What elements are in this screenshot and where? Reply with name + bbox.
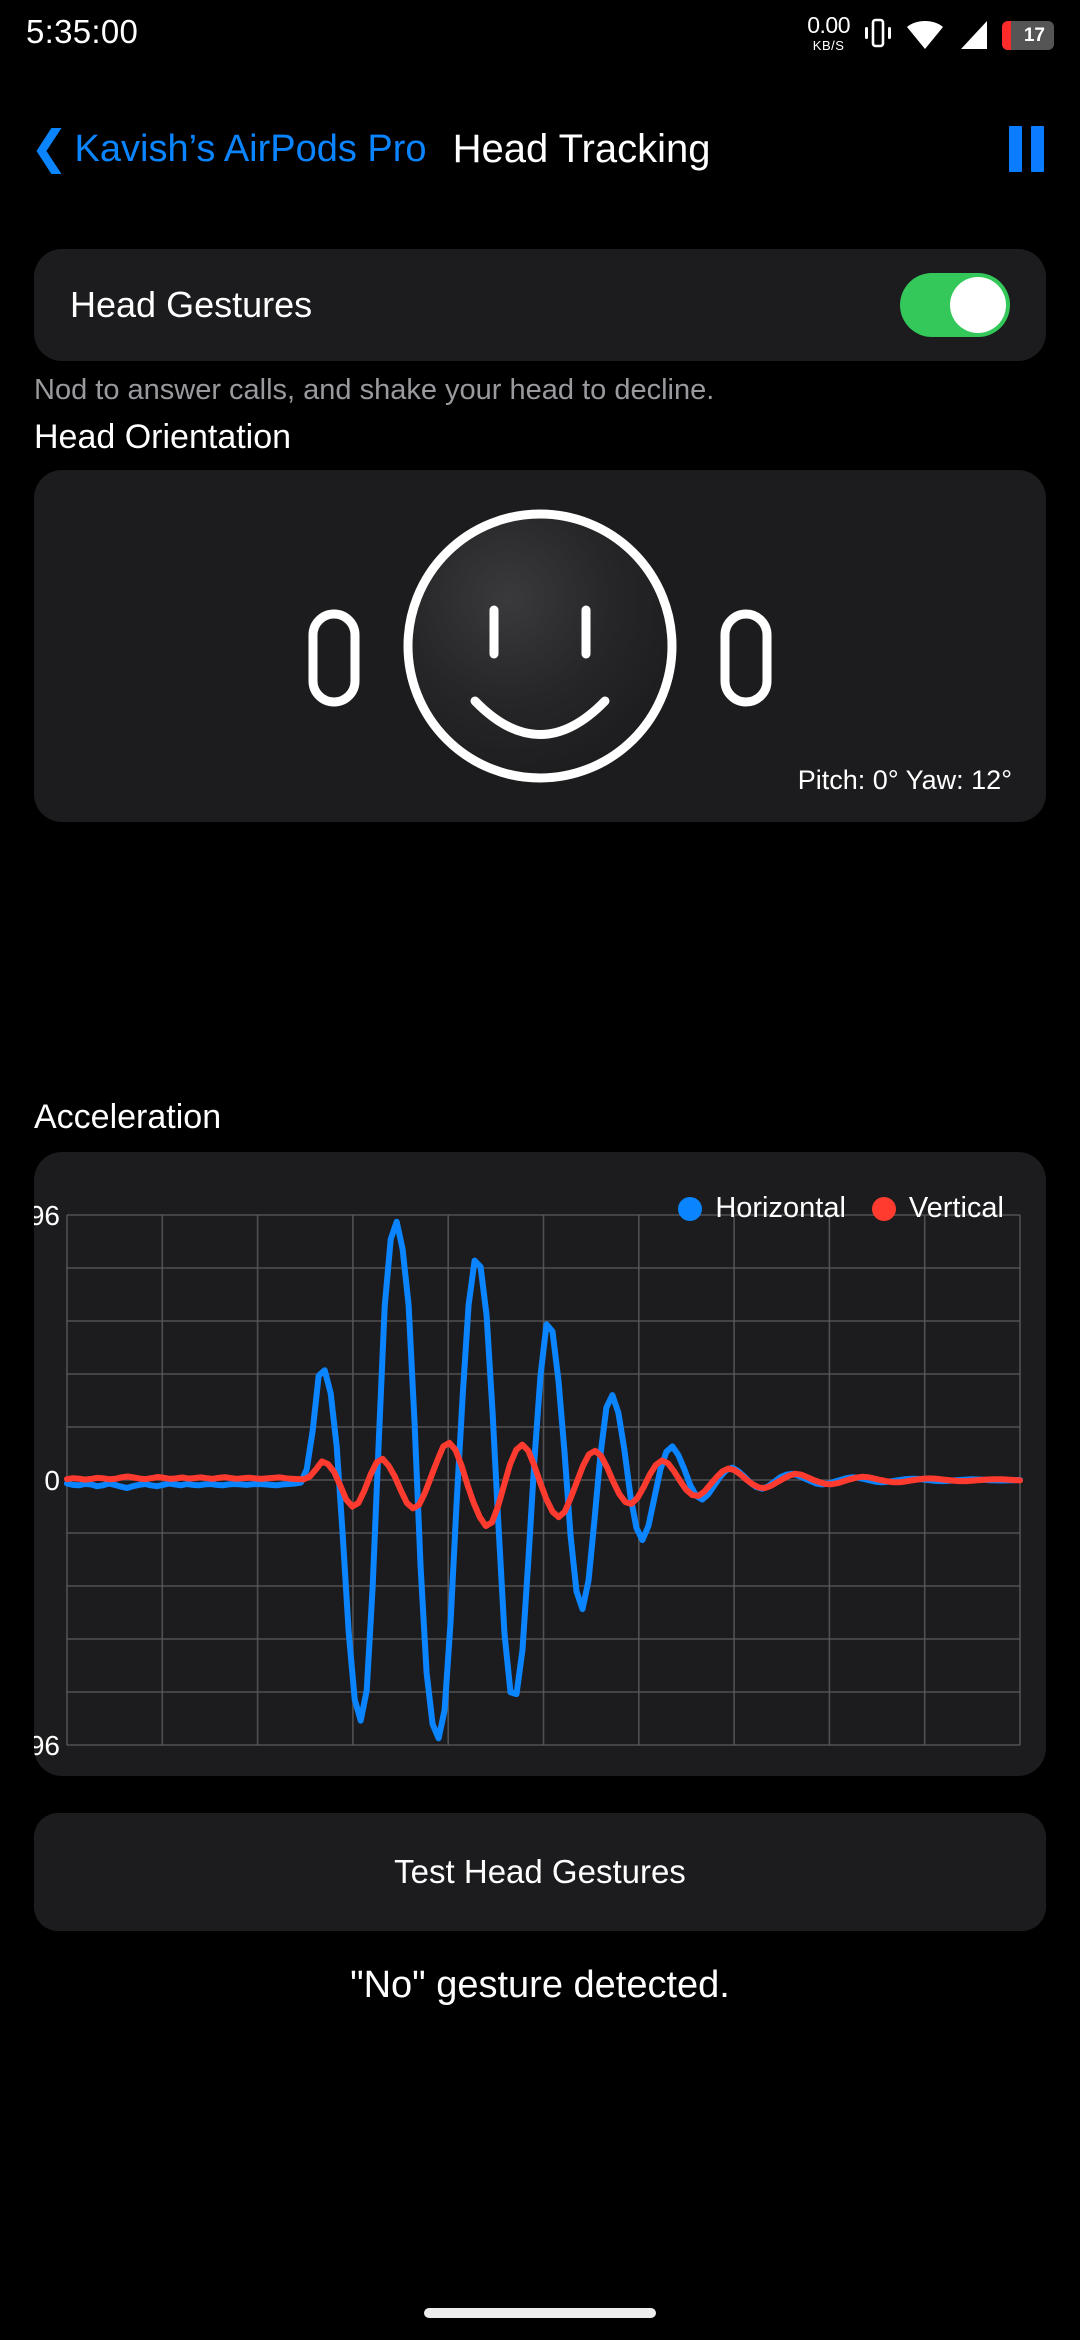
chevron-left-icon: ❮ [30,121,69,173]
y-axis-tick-label: -2996 [34,1730,60,1761]
status-bar: 5:35:00 0.00 KB/S [0,0,1080,64]
acceleration-chart-card: 2996 0 -2996 Horizontal Vertical [34,1152,1046,1776]
head-gestures-caption: Nod to answer calls, and shake your head… [34,374,715,406]
acceleration-title: Acceleration [34,1098,222,1136]
vibrate-icon [863,16,893,50]
battery-level: 17 [1023,24,1045,46]
head-orientation-card: Pitch: 0° Yaw: 12° [34,470,1046,822]
head-orientation-title: Head Orientation [34,418,292,456]
smiley-face-with-airpods-icon [34,470,1046,822]
battery-indicator: 17 [1002,21,1054,50]
network-rate-indicator: 0.00 KB/S [807,12,850,53]
y-axis-tick-label: 2996 [34,1200,60,1231]
toggle-knob [950,277,1006,333]
gesture-detection-status: "No" gesture detected. [350,1964,730,2006]
pause-icon[interactable] [1009,126,1044,172]
back-button-label: Kavish’s AirPods Pro [74,127,427,170]
head-gestures-toggle[interactable] [900,273,1010,337]
navigation-bar: ❮ Kavish’s AirPods Pro Head Tracking [0,110,1080,188]
legend-label-horizontal: Horizontal [715,1192,846,1224]
page-title: Head Tracking [452,126,711,171]
network-rate-unit: KB/S [812,38,845,53]
pause-bar-left [1009,126,1022,172]
status-bar-icons: 0.00 KB/S [807,9,1054,55]
head-gestures-row[interactable]: Head Gestures [34,249,1046,361]
pause-bar-right [1031,126,1044,172]
cellular-signal-icon [957,20,989,50]
head-gestures-label: Head Gestures [70,284,313,325]
legend-dot-horizontal [678,1196,703,1221]
wifi-icon [906,20,944,50]
back-button[interactable]: ❮ Kavish’s AirPods Pro [30,121,427,173]
battery-fill [1002,21,1011,50]
network-rate-value: 0.00 [807,12,850,38]
pitch-yaw-readout: Pitch: 0° Yaw: 12° [797,765,1012,795]
acceleration-chart: 2996 0 -2996 [34,1200,1023,1761]
legend-item-vertical: Vertical [871,1192,1004,1225]
legend-dot-vertical [871,1196,896,1221]
status-bar-clock: 5:35:00 [26,13,139,50]
chart-legend: Horizontal Vertical [678,1192,1004,1225]
legend-item-horizontal: Horizontal [678,1192,846,1225]
test-head-gestures-button[interactable]: Test Head Gestures [34,1813,1046,1931]
y-axis-tick-label: 0 [44,1465,60,1496]
legend-label-vertical: Vertical [908,1192,1004,1224]
home-indicator[interactable] [424,2308,656,2318]
